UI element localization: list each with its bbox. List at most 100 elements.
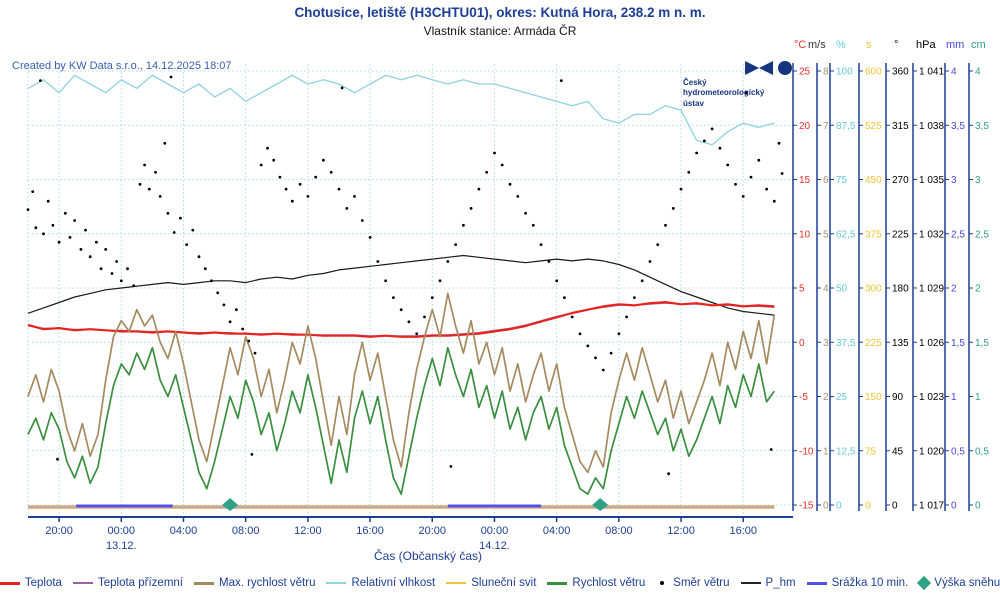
svg-text:360: 360 [892,67,909,78]
svg-text:8: 8 [823,67,829,78]
svg-text:600: 600 [865,67,882,78]
svg-text:12:00: 12:00 [667,525,695,537]
svg-text:1 020: 1 020 [919,446,944,457]
svg-text:3: 3 [975,175,981,186]
svg-text:0: 0 [823,501,829,512]
svg-text:mm: mm [946,39,964,51]
svg-text:50: 50 [836,284,848,295]
svg-text:14.12.: 14.12. [479,540,510,552]
svg-text:20:00: 20:00 [45,525,73,537]
legend-label: Teplota [24,577,62,589]
legend-marker-vyska-snehu-icon [917,575,932,591]
svg-text:16:00: 16:00 [729,525,757,537]
svg-text:-15: -15 [799,501,814,512]
svg-text:2: 2 [951,284,957,295]
svg-text:3: 3 [951,175,957,186]
svg-text:0: 0 [892,501,898,512]
svg-text:5: 5 [823,229,829,240]
svg-text:1,5: 1,5 [975,338,989,349]
svg-text:3,5: 3,5 [951,121,965,132]
svg-text:cm: cm [971,39,986,51]
legend-item-max-rychlost-vetru: Max. rychlost větru [193,577,316,589]
svg-text:75: 75 [865,446,877,457]
legend-label: P_hm [765,577,796,589]
svg-text:135: 135 [892,338,909,349]
svg-text:2,5: 2,5 [951,229,965,240]
legend-item-rychlost-vetru: Rychlost větru [547,577,645,589]
svg-text:0: 0 [951,501,957,512]
legend-item-smer-vetru: Směr větru [656,577,730,589]
svg-text:08:00: 08:00 [232,525,260,537]
legend-label: Rychlost větru [572,577,646,589]
svg-text:1 035: 1 035 [919,175,944,186]
svg-text:4: 4 [951,67,957,78]
svg-text:m/s: m/s [808,39,826,51]
legend-marker-relativni-vlhkost-icon [326,582,347,584]
svg-text:0: 0 [975,501,981,512]
svg-text:2: 2 [823,392,829,403]
legend-marker-teplota-icon [0,581,20,585]
legend-label: Max. rychlost větru [218,577,316,589]
svg-text:315: 315 [892,121,909,132]
svg-text:525: 525 [865,121,882,132]
svg-text:12,5: 12,5 [836,446,856,457]
svg-text:180: 180 [892,284,909,295]
svg-text:-5: -5 [799,392,808,403]
svg-text:37,5: 37,5 [836,338,856,349]
svg-text:1,5: 1,5 [951,338,965,349]
legend-label: Výška sněhu [934,577,1000,589]
legend-label: Směr větru [673,577,730,589]
page-title: Chotusice, letiště (H3CHTU01), okres: Ku… [294,5,706,20]
svg-text:3,5: 3,5 [975,121,989,132]
svg-text:1 029: 1 029 [919,284,944,295]
svg-text:12:00: 12:00 [294,525,322,537]
legend-item-p-hm: P_hm [740,577,796,589]
svg-text:3: 3 [823,338,829,349]
legend-item-srazka-10-min: Srážka 10 min. [806,577,909,589]
svg-text:04:00: 04:00 [543,525,571,537]
svg-text:08:00: 08:00 [605,525,633,537]
legend-marker-teplota-prizemni-icon [72,582,93,584]
svg-text:45: 45 [892,446,904,457]
station-owner-subtitle: Vlastník stanice: Armáda ČR [423,24,577,38]
svg-text:100: 100 [836,67,853,78]
svg-text:0,5: 0,5 [951,446,965,457]
svg-text:87,5: 87,5 [836,121,856,132]
svg-text:0,5: 0,5 [975,446,989,457]
legend-label: Srážka 10 min. [831,577,909,589]
legend-marker-slunecni-svit-icon [446,582,467,584]
svg-text:°C: °C [794,39,806,51]
svg-text:00:00: 00:00 [108,525,136,537]
legend-item-vyska-snehu: Výška sněhu [917,575,1000,591]
legend-marker-p-hm-icon [740,582,761,584]
logo-line-3: ústav [683,98,704,108]
svg-text:270: 270 [892,175,909,186]
svg-text:375: 375 [865,229,882,240]
logo-line-2: hydrometeorologický [683,88,765,98]
chmu-logo: Český hydrometeorologický ústav [683,61,795,109]
chmu-logo-icon [745,61,793,81]
svg-text:2,5: 2,5 [975,229,989,240]
legend-marker-max-rychlost-vetru-icon [193,581,214,585]
svg-text:-10: -10 [799,446,814,457]
legend-label: Sluneční svit [471,577,537,589]
svg-text:%: % [836,39,846,51]
svg-text:°: ° [894,39,898,51]
svg-text:1 026: 1 026 [919,338,944,349]
svg-text:13.12.: 13.12. [106,540,137,552]
svg-text:1 017: 1 017 [919,501,944,512]
svg-text:hPa: hPa [916,39,936,51]
svg-text:s: s [866,39,872,51]
svg-text:1 023: 1 023 [919,392,944,403]
svg-text:7: 7 [823,121,829,132]
watermark-text: Created by KW Data s.r.o., 14.12.2025 18… [12,60,232,72]
legend-item-slunecni-svit: Sluneční svit [446,577,536,589]
svg-text:150: 150 [865,392,882,403]
logo-text: Český hydrometeorologický ústav [683,61,795,109]
svg-text:4: 4 [975,67,981,78]
svg-text:2: 2 [975,284,981,295]
svg-text:0: 0 [799,338,805,349]
svg-text:225: 225 [865,338,882,349]
